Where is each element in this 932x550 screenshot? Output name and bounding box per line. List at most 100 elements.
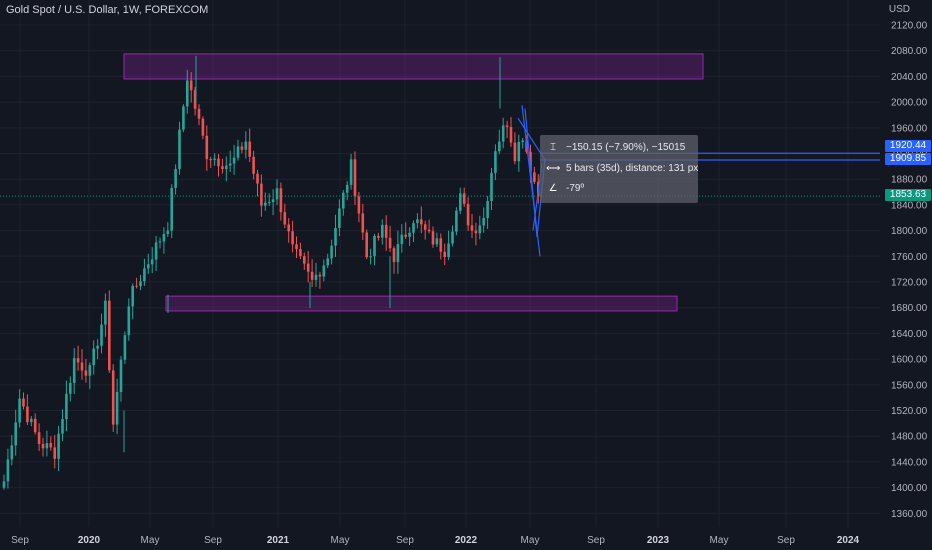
- candle-body: [349, 159, 353, 185]
- candle-body: [139, 281, 142, 287]
- candle-body: [408, 232, 411, 237]
- candle-body: [420, 219, 423, 225]
- candle-body: [49, 443, 53, 448]
- candle-body: [197, 108, 201, 119]
- candle-body: [384, 224, 388, 238]
- candle-body: [494, 151, 497, 173]
- y-tick-label: 1680.00: [891, 303, 928, 314]
- y-tick-label: 1440.00: [891, 457, 928, 468]
- candle-body: [353, 159, 357, 197]
- candle-body: [275, 188, 279, 200]
- candle-body: [533, 172, 536, 182]
- y-tick-label: 2080.00: [891, 46, 928, 57]
- candle-body: [143, 268, 146, 282]
- candle-body: [127, 306, 131, 336]
- candle-body: [221, 166, 224, 170]
- candle-body: [264, 202, 267, 206]
- candle-body: [314, 274, 318, 280]
- candle-body: [248, 141, 251, 157]
- candle-body: [80, 362, 84, 371]
- candle-body: [41, 444, 45, 449]
- x-tick-label: May: [521, 535, 540, 546]
- candle-body: [291, 231, 294, 245]
- candle-body: [162, 233, 166, 242]
- candle-body: [252, 156, 255, 174]
- y-tick-label: 1400.00: [891, 483, 928, 494]
- candle-body: [123, 335, 127, 360]
- candle-body: [225, 165, 228, 170]
- x-axis[interactable]: Sep 2020 May Sep 2021 May Sep 2022 May Sep 2023 May…: [11, 535, 859, 546]
- candle-body: [18, 398, 21, 423]
- x-tick-label: 2022: [455, 535, 478, 546]
- candle-body: [513, 142, 517, 162]
- candle-body: [427, 229, 431, 232]
- candle-body: [283, 212, 287, 225]
- y-tick-label: 2120.00: [891, 21, 928, 32]
- y-tick-label: 1760.00: [891, 252, 928, 263]
- candle-body: [404, 234, 407, 237]
- candle-body: [76, 358, 80, 363]
- candle-body: [57, 433, 60, 459]
- candle-body: [470, 225, 474, 231]
- candle-body: [322, 265, 326, 277]
- x-tick-label: Sep: [11, 535, 29, 546]
- candle-body: [256, 173, 259, 184]
- x-tick-label: Sep: [396, 535, 414, 546]
- candle-body: [287, 224, 290, 232]
- candle-body: [69, 383, 72, 394]
- candle-body: [178, 129, 181, 170]
- candle-body: [443, 251, 446, 258]
- candle-body: [100, 324, 103, 346]
- candle-body: [345, 184, 349, 193]
- candle-body: [30, 418, 33, 423]
- candle-body: [498, 141, 501, 152]
- candle-body: [342, 192, 345, 209]
- x-tick-label: May: [710, 535, 729, 546]
- candle-body: [423, 224, 427, 230]
- candle-body: [260, 183, 263, 206]
- candle-body: [65, 393, 68, 420]
- measure-tooltip: ⌶ −150.15 (−7.90%), −15015 ⟷ 5 bars (35d…: [540, 135, 698, 203]
- candle-body: [295, 244, 298, 250]
- candle-body: [244, 141, 248, 150]
- candle-body: [240, 146, 244, 150]
- y-tick-label: 1960.00: [891, 123, 928, 134]
- candle-body: [236, 146, 240, 158]
- candle-body: [193, 90, 197, 109]
- candle-body: [96, 345, 99, 349]
- candle-body: [170, 188, 173, 231]
- candle-body: [357, 196, 361, 214]
- candle-body: [326, 258, 329, 266]
- candle-body: [135, 285, 138, 287]
- candle-body: [330, 245, 333, 259]
- candle-body: [455, 210, 458, 232]
- candle-body: [115, 392, 119, 425]
- support-zone[interactable]: [165, 295, 678, 312]
- candle-body: [6, 459, 10, 482]
- candle-body: [45, 443, 49, 449]
- y-tick-label: 1640.00: [891, 329, 928, 340]
- x-tick-label: May: [331, 535, 350, 546]
- candle-body: [14, 422, 17, 446]
- resistance-zone[interactable]: [123, 53, 704, 80]
- tooltip-bars-distance: 5 bars (35d), distance: 131 px: [566, 163, 699, 174]
- candle-body: [490, 172, 493, 201]
- y-tick-label: 1600.00: [891, 355, 928, 366]
- candle-body: [150, 259, 154, 265]
- y-axis[interactable]: 2120.002080.002040.002000.001960.001920.…: [891, 21, 928, 520]
- candle-body: [462, 193, 466, 204]
- candle-body: [318, 274, 322, 277]
- chart-title: Gold Spot / U.S. Dollar, 1W, FOREXCOM: [6, 4, 209, 16]
- candle-body: [435, 238, 439, 245]
- candle-body: [189, 80, 193, 91]
- price-badge-last: 1853.63: [885, 189, 931, 201]
- candle-body: [2, 481, 6, 488]
- candle-body: [92, 348, 95, 366]
- x-tick-label: 2023: [647, 535, 670, 546]
- candle-body: [209, 159, 212, 161]
- y-tick-label: 2040.00: [891, 72, 928, 83]
- candle-body: [509, 126, 513, 143]
- candle-body: [111, 370, 115, 425]
- candle-body: [466, 203, 470, 226]
